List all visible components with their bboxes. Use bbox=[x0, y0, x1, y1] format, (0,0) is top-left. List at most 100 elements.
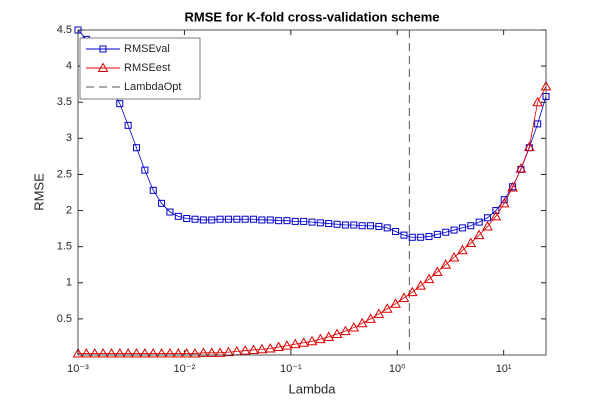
marker bbox=[308, 218, 316, 226]
marker bbox=[333, 220, 341, 228]
marker bbox=[132, 144, 140, 152]
marker bbox=[400, 231, 408, 239]
marker bbox=[174, 212, 182, 220]
marker bbox=[141, 166, 149, 174]
x-axis-label: Lambda bbox=[289, 381, 337, 396]
marker bbox=[423, 273, 435, 284]
marker bbox=[239, 345, 251, 355]
x-tick-label: 10⁻³ bbox=[67, 363, 89, 375]
marker bbox=[206, 347, 218, 357]
marker bbox=[258, 216, 266, 224]
marker bbox=[300, 217, 308, 225]
marker bbox=[306, 335, 318, 346]
marker bbox=[291, 217, 299, 225]
marker bbox=[390, 298, 401, 308]
marker bbox=[490, 210, 502, 221]
marker bbox=[440, 259, 452, 269]
marker bbox=[80, 348, 92, 358]
marker bbox=[216, 215, 224, 223]
marker bbox=[283, 217, 291, 225]
marker bbox=[158, 199, 166, 207]
marker bbox=[431, 266, 443, 276]
marker bbox=[492, 207, 500, 215]
y-tick-label: 0.5 bbox=[57, 313, 72, 325]
marker bbox=[358, 222, 366, 230]
marker bbox=[515, 163, 527, 173]
x-tick-label: 10⁻¹ bbox=[280, 363, 302, 375]
marker bbox=[223, 346, 234, 357]
marker bbox=[473, 229, 485, 240]
x-tick-label: 10⁰ bbox=[389, 363, 406, 375]
y-axis-label: RMSE bbox=[31, 173, 46, 211]
marker bbox=[475, 218, 483, 226]
marker bbox=[523, 141, 535, 151]
marker bbox=[373, 308, 385, 318]
marker bbox=[199, 216, 207, 224]
marker bbox=[350, 221, 358, 229]
marker bbox=[341, 221, 349, 229]
marker bbox=[417, 233, 425, 241]
marker bbox=[273, 341, 284, 352]
marker bbox=[467, 222, 475, 230]
marker bbox=[425, 233, 433, 241]
marker bbox=[181, 348, 193, 358]
marker bbox=[264, 342, 276, 353]
marker bbox=[367, 222, 375, 230]
marker bbox=[122, 348, 134, 358]
marker bbox=[484, 214, 492, 222]
y-tick-label: 4.5 bbox=[57, 24, 72, 36]
marker bbox=[406, 286, 418, 297]
y-tick-label: 4 bbox=[66, 60, 72, 72]
marker bbox=[498, 197, 510, 208]
marker bbox=[224, 215, 232, 223]
legend-label: RMSEest bbox=[124, 62, 170, 74]
marker bbox=[408, 233, 416, 241]
marker bbox=[534, 120, 542, 128]
marker bbox=[114, 348, 126, 358]
y-tick-label: 3.5 bbox=[57, 96, 72, 108]
y-tick-label: 3 bbox=[66, 132, 72, 144]
marker bbox=[147, 348, 159, 358]
marker bbox=[124, 121, 132, 129]
marker bbox=[97, 348, 109, 358]
marker bbox=[166, 208, 174, 216]
marker bbox=[383, 224, 391, 232]
marker bbox=[275, 217, 283, 225]
marker bbox=[149, 186, 157, 194]
marker bbox=[281, 340, 293, 350]
marker bbox=[375, 222, 383, 230]
marker bbox=[99, 45, 107, 53]
marker bbox=[183, 215, 191, 222]
marker bbox=[156, 348, 167, 358]
marker bbox=[208, 216, 216, 224]
marker bbox=[131, 348, 142, 358]
marker bbox=[450, 226, 458, 234]
marker bbox=[482, 220, 493, 231]
marker bbox=[465, 237, 477, 248]
marker bbox=[233, 215, 241, 223]
x-tick-label: 10⁻² bbox=[174, 363, 196, 375]
marker bbox=[448, 251, 460, 262]
y-tick-label: 2.5 bbox=[57, 168, 72, 180]
marker bbox=[316, 219, 324, 227]
legend-label: RMSEval bbox=[124, 43, 170, 55]
marker bbox=[398, 292, 410, 302]
marker bbox=[532, 96, 544, 107]
marker bbox=[89, 348, 101, 358]
marker bbox=[458, 224, 466, 232]
marker bbox=[289, 338, 301, 349]
marker bbox=[139, 348, 151, 358]
marker bbox=[415, 280, 426, 290]
chart-title: RMSE for K-fold cross-validation scheme bbox=[185, 9, 440, 24]
marker bbox=[298, 337, 310, 347]
marker bbox=[507, 181, 518, 192]
legend-label: LambdaOpt bbox=[124, 81, 181, 93]
marker bbox=[191, 215, 199, 223]
marker bbox=[72, 348, 84, 358]
y-tick-label: 1.5 bbox=[57, 241, 72, 253]
y-tick-label: 2 bbox=[66, 204, 72, 216]
marker bbox=[214, 347, 226, 357]
marker bbox=[381, 303, 393, 313]
